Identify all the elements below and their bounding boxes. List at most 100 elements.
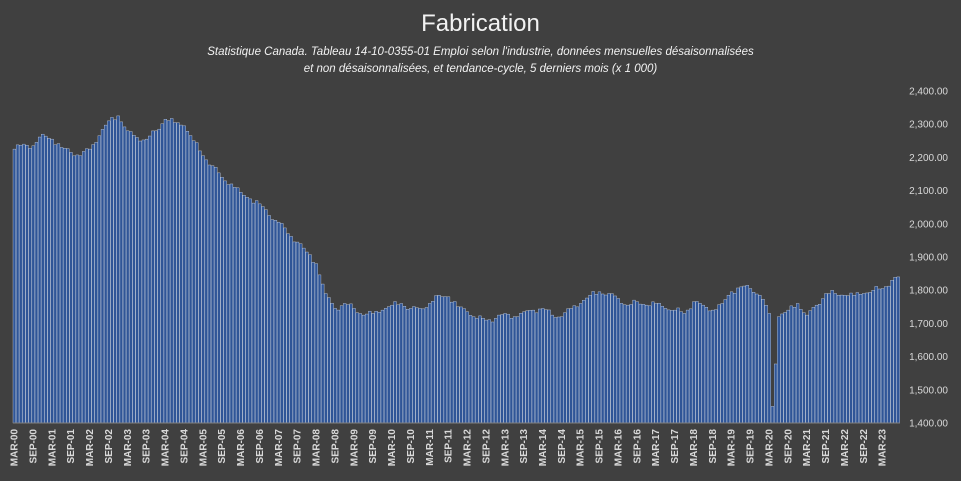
bar	[12, 148, 17, 424]
x-tick-label: SEP-04	[179, 429, 190, 464]
bar	[651, 301, 655, 424]
bar	[97, 135, 101, 424]
bar	[723, 299, 727, 424]
x-tick-label: SEP-01	[66, 429, 77, 464]
x-tick-label: MAR-08	[312, 429, 323, 467]
bar	[122, 126, 127, 424]
x-tick-label: SEP-00	[28, 429, 39, 464]
bar	[792, 307, 797, 424]
bar	[641, 304, 646, 424]
chart-subtitle: Statistique Canada. Tableau 14-10-0355-0…	[0, 44, 961, 78]
bar	[41, 133, 45, 424]
bar	[733, 293, 737, 424]
bar	[270, 219, 274, 424]
bar	[544, 309, 548, 424]
x-tick-label: MAR-12	[463, 429, 474, 467]
bar	[195, 142, 199, 424]
bar	[163, 119, 168, 424]
bar	[619, 303, 624, 424]
y-tick-label: 2,000.00	[909, 219, 948, 230]
bar	[462, 308, 466, 424]
bar	[764, 305, 768, 424]
bar	[166, 120, 171, 424]
bar	[53, 144, 57, 424]
bar	[358, 313, 363, 424]
bar	[821, 298, 825, 424]
bar	[210, 165, 215, 424]
bar	[468, 315, 473, 424]
y-tick-label: 1,800.00	[909, 286, 948, 297]
bar	[827, 293, 831, 424]
bar	[72, 155, 76, 424]
x-tick-label: SEP-16	[632, 429, 643, 464]
bar	[500, 314, 504, 424]
bar	[767, 313, 771, 424]
bar	[748, 288, 753, 424]
bar	[475, 318, 479, 424]
bar	[610, 293, 614, 424]
bar	[758, 295, 762, 424]
bar	[330, 303, 334, 424]
bar	[726, 295, 731, 424]
bar	[148, 135, 152, 424]
bar	[843, 295, 847, 424]
bar	[494, 318, 498, 424]
x-tick-label: MAR-00	[10, 429, 21, 467]
bar	[336, 309, 341, 424]
bar	[456, 306, 460, 424]
bar	[512, 316, 517, 424]
bar	[645, 304, 649, 424]
x-tick-label: SEP-20	[783, 429, 794, 464]
x-tick-label: MAR-16	[614, 429, 625, 467]
bar	[877, 288, 882, 424]
bar	[198, 150, 202, 424]
bar	[714, 309, 718, 424]
bar	[833, 293, 837, 424]
bar	[50, 138, 54, 424]
bar	[88, 148, 92, 424]
bar	[572, 305, 576, 424]
bar	[836, 294, 841, 424]
bar	[47, 137, 51, 424]
bar	[119, 121, 123, 424]
x-tick-label: SEP-11	[444, 429, 455, 463]
bar	[556, 316, 561, 424]
bar	[82, 151, 86, 424]
chart-title: Fabrication	[421, 10, 540, 37]
bar	[264, 209, 268, 424]
bar	[138, 140, 142, 424]
bar	[280, 223, 284, 424]
bar	[560, 316, 564, 424]
bar	[63, 148, 67, 424]
bar	[437, 295, 441, 424]
bar	[814, 304, 819, 424]
bar	[849, 292, 853, 424]
bar	[317, 274, 322, 424]
bar	[399, 303, 403, 424]
x-tick-label: MAR-01	[47, 429, 58, 467]
bar	[446, 296, 451, 424]
bar	[431, 301, 435, 424]
bar	[144, 138, 149, 424]
bar	[541, 308, 545, 424]
bar	[528, 310, 532, 424]
bar	[761, 299, 765, 424]
x-tick-label: MAR-02	[85, 429, 96, 467]
bar	[339, 305, 344, 424]
bar	[368, 310, 372, 424]
bar	[465, 311, 469, 424]
bar	[663, 308, 668, 424]
bar	[374, 311, 378, 424]
bar	[179, 124, 183, 424]
bar	[207, 164, 212, 424]
bar	[110, 117, 114, 424]
bar	[305, 251, 309, 424]
bar	[679, 311, 683, 424]
bar	[69, 152, 73, 424]
bar	[192, 140, 196, 424]
bar	[755, 293, 759, 424]
bar	[135, 137, 139, 424]
x-tick-label: SEP-09	[368, 429, 379, 464]
bar	[481, 318, 485, 424]
bar	[277, 221, 281, 424]
